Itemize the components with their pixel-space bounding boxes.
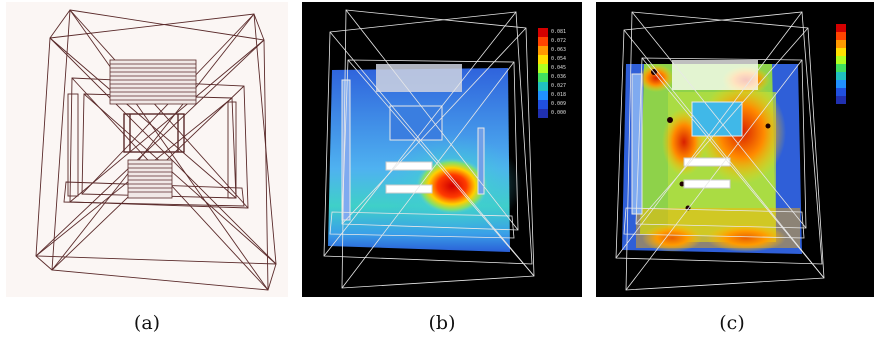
contour-plot-c bbox=[615, 11, 846, 291]
colorbar-label: 0.072 bbox=[551, 38, 566, 44]
panel-b-contour: 0.081 0.072 0.063 0.054 0.045 0.036 0.02… bbox=[302, 2, 582, 297]
wireframe-model bbox=[35, 9, 277, 291]
caption-b: (b) bbox=[428, 312, 456, 334]
colorbar-label: 0.045 bbox=[551, 65, 566, 71]
panel-c-contour bbox=[596, 2, 874, 297]
colorbar-label: 0.000 bbox=[551, 110, 566, 116]
colorbar-label: 0.054 bbox=[551, 56, 566, 62]
colorbar-label: 0.018 bbox=[551, 92, 566, 98]
colorbar-label: 0.081 bbox=[551, 29, 566, 35]
colorbar-c bbox=[836, 24, 846, 104]
caption-c: (c) bbox=[719, 312, 745, 334]
colorbar-label: 0.009 bbox=[551, 101, 566, 107]
colorbar-label: 0.027 bbox=[551, 83, 566, 89]
colorbar-label: 0.063 bbox=[551, 47, 566, 53]
caption-a: (a) bbox=[133, 312, 161, 334]
colorbar-b: 0.081 0.072 0.063 0.054 0.045 0.036 0.02… bbox=[538, 28, 566, 118]
panel-a-wireframe bbox=[6, 2, 288, 297]
colorbar-label: 0.036 bbox=[551, 74, 566, 80]
contour-plot-b: 0.081 0.072 0.063 0.054 0.045 0.036 0.02… bbox=[323, 9, 566, 289]
